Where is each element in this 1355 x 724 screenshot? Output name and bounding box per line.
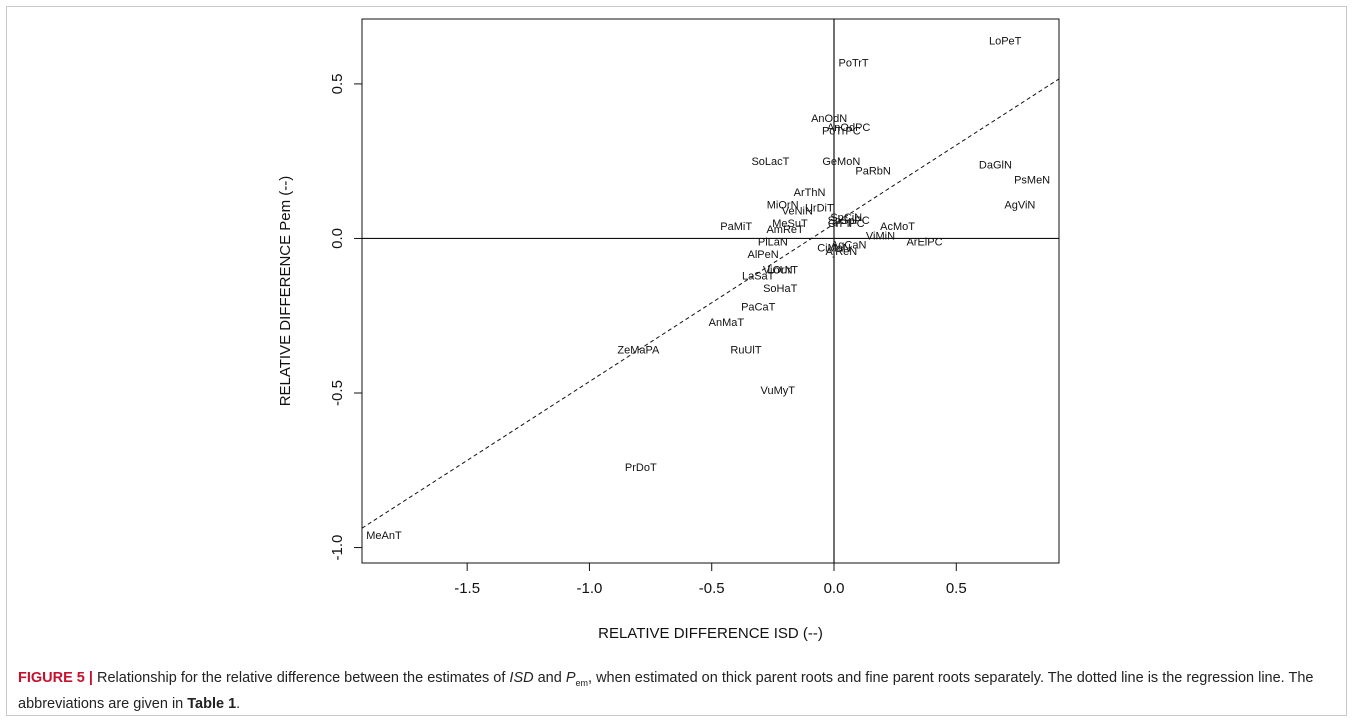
caption-isd: ISD [509,670,534,686]
x-tick-label: 0.5 [946,580,967,597]
point-label-ciman: CiMaN [817,243,851,255]
point-label-anodpc: AnOdPC [827,122,870,134]
point-label-spsppc: SpSpPC [828,215,870,227]
point-label-spcin: SpCiN [830,212,862,224]
caption-table-ref: Table 1 [187,695,237,712]
point-label-anmat: AnMaT [709,317,745,329]
caption-figure-label: FIGURE 5 | [18,670,93,686]
point-label-solact: SoLacT [751,156,789,168]
regression-line [361,78,1060,529]
caption-text-1: Relationship for the relative difference… [92,670,510,686]
x-tick-label: -1.0 [577,580,603,597]
point-label-psmen: PsMeN [1014,175,1050,187]
x-tick-label: -0.5 [699,580,725,597]
point-label-sohat: SoHaT [763,283,798,295]
point-label-anodn: AnOdN [811,113,847,125]
point-label-alpen: AlPeN [747,249,778,261]
point-label-agvin: AgViN [1004,199,1035,211]
caption-text-4: . [236,695,241,712]
point-label-urdit: UrDiT [805,203,834,215]
plot-box [361,18,1060,564]
y-tick-label: 0.0 [329,228,346,249]
y-axis-label: RELATIVE DIFFERENCE Pem (--) [277,176,294,407]
point-label-potrt: PoTrT [838,57,868,69]
point-label-agcan: AgCaN [831,240,867,252]
point-label-dagln: DaGlN [979,159,1012,171]
point-label-parbn: PaRbN [855,165,891,177]
chart-axes: -1.5 -1.0 -0.5 0.0 0.5 -1.0 -0.5 0.0 0.5 [329,18,1060,597]
y-tick-label: -1.0 [329,535,346,561]
caption-text-3: , when estimated on thick parent roots a… [18,670,1314,712]
x-axis-label: RELATIVE DIFFERENCE ISD (--) [598,625,823,642]
point-label-gemon: GeMoN [822,156,860,168]
x-tick-label: -1.5 [454,580,480,597]
point-label-arthn: ArThN [794,187,826,199]
point-label-mesut: MeSuT [772,218,808,230]
x-tick-label: 0.0 [824,580,845,597]
point-label-pacat: PaCaT [741,301,776,313]
caption-text-2: and [533,670,566,686]
point-label-viorn: ViOrN [763,264,793,276]
point-label-arelpc: ArElPC [906,237,942,249]
point-label-meant: MeAnT [366,530,402,542]
point-label-lasat: LaSaT [742,271,775,283]
figure-caption: FIGURE 5 | Relationship for the relative… [18,668,1338,715]
point-label-potrpc: PoTrPC [822,125,861,137]
caption-p: P [565,670,576,686]
point-label-ruult: RuUlT [730,345,761,357]
figure-frame [6,6,1347,716]
point-label-vumyt: VuMyT [761,385,796,397]
point-label-zemapa: ZeMaPA [617,345,660,357]
scatter-chart: -1.5 -1.0 -0.5 0.0 0.5 -1.0 -0.5 0.0 0.5 LoPeT Po… [277,18,1060,642]
reference-lines [362,19,1059,563]
point-label-pllan: PlLaN [758,237,788,249]
point-label-lopet: LoPeT [989,36,1022,48]
y-tick-label: -0.5 [329,380,346,406]
regression-line-group [361,78,1060,529]
y-tick-label: 0.5 [329,73,346,94]
point-label-venin: VeNiN [782,206,813,218]
point-label-vimin: ViMiN [866,230,895,242]
point-label-ajren: AjReN [825,246,857,258]
point-label-pamit: PaMiT [720,221,752,233]
point-label-prdot: PrDoT [625,462,657,474]
point-label-lourt: LoUrT [767,264,798,276]
point-label-acmot: AcMoT [880,221,915,233]
point-label-amret: AmReT [766,224,804,236]
caption-p-sub: em [575,677,589,688]
point-label-miorn: MiOrN [767,199,799,211]
point-label-crpipc: CrPiPC [828,218,865,230]
